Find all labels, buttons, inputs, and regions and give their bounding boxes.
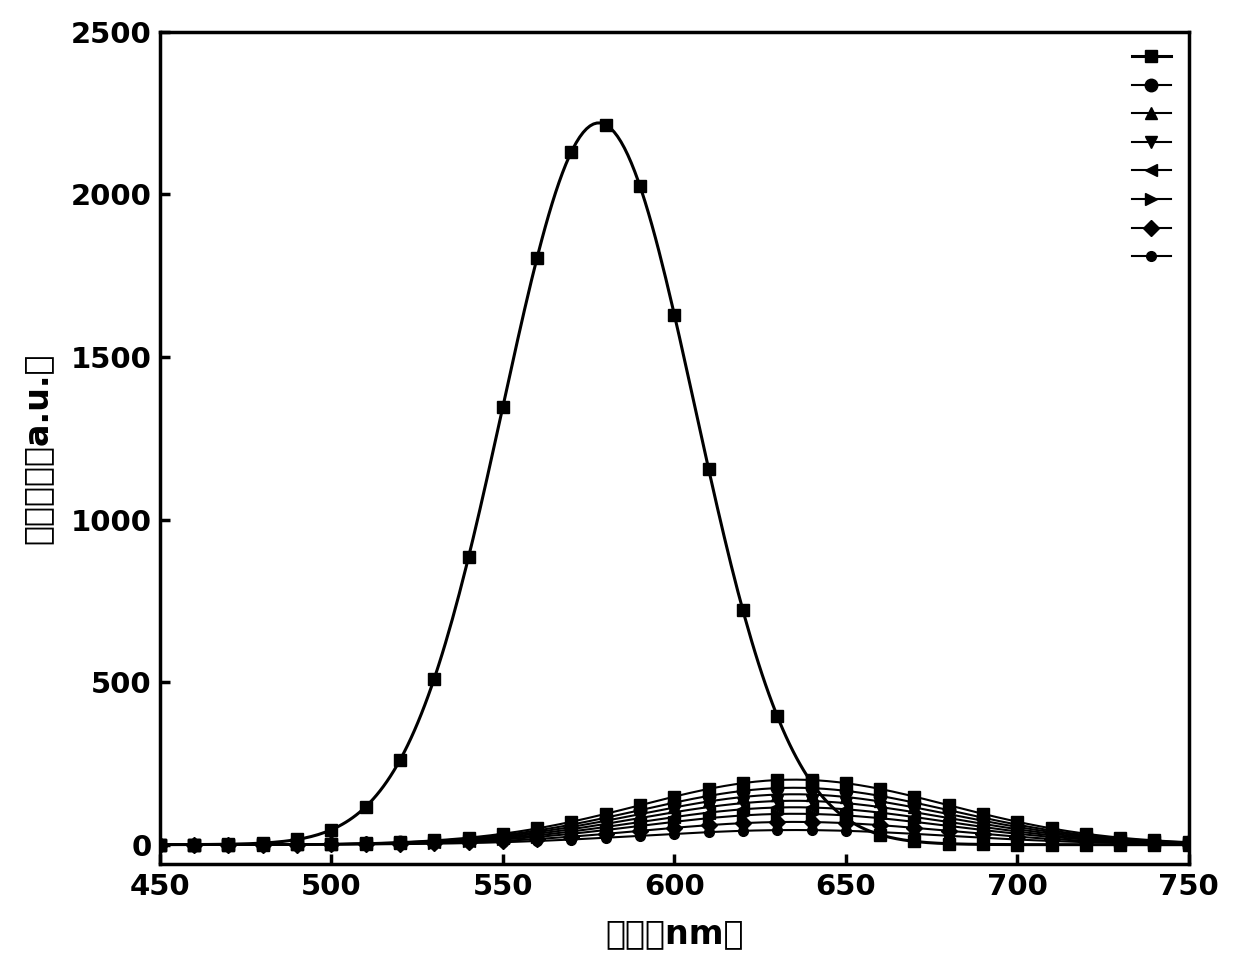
Y-axis label: 荧光强度（a.u.）: 荧光强度（a.u.）: [21, 352, 53, 544]
X-axis label: 波长（nm）: 波长（nm）: [605, 918, 744, 951]
Legend: , , , , , , , : , , , , , , ,: [1121, 39, 1182, 275]
